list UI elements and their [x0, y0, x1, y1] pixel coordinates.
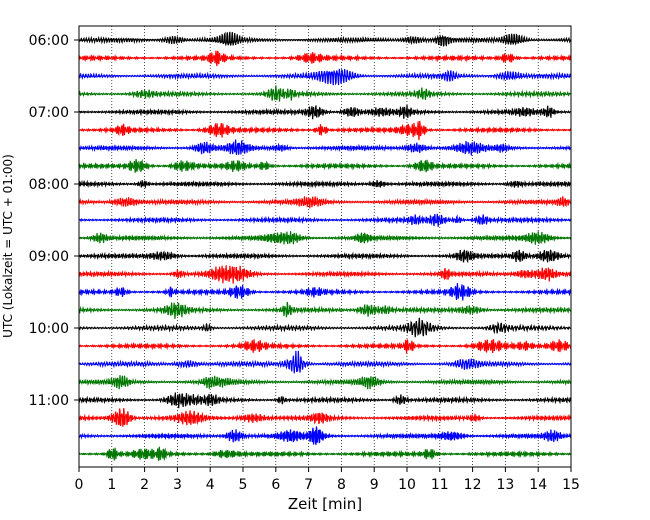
seismic-trace	[78, 350, 572, 374]
seismic-trace	[78, 231, 572, 245]
plot-background	[79, 26, 571, 467]
x-tick-label: 9	[370, 477, 379, 493]
x-tick-label: 12	[464, 477, 482, 493]
seismic-trace	[78, 317, 572, 338]
seismic-trace	[78, 426, 572, 446]
y-axis-label: UTC (Lokalzeit = UTC + 01:00)	[1, 154, 15, 338]
seismic-trace	[78, 120, 572, 141]
seismic-trace	[78, 213, 572, 227]
x-axis-label: Zeit [min]	[288, 495, 362, 513]
seismic-trace	[78, 283, 572, 301]
x-tick-label: 13	[496, 477, 514, 493]
seismic-trace	[78, 85, 572, 102]
x-tick-label: 2	[140, 477, 149, 493]
x-tick-label: 1	[107, 477, 116, 493]
seismic-trace	[78, 179, 572, 189]
plot-frame	[78, 25, 572, 468]
y-tick-label: 09:00	[29, 249, 69, 265]
y-tick-label: 11:00	[29, 393, 69, 409]
x-tick-label: 11	[431, 477, 449, 493]
seismic-trace	[78, 301, 572, 319]
seismic-trace	[78, 265, 572, 284]
seismic-trace	[78, 50, 572, 67]
x-tick-label: 15	[562, 477, 580, 493]
seismic-trace	[78, 139, 572, 156]
seismic-trace	[78, 105, 572, 120]
y-tick-label: 08:00	[29, 177, 69, 193]
x-tick-label: 3	[173, 477, 182, 493]
seismic-trace	[78, 446, 572, 462]
seismic-trace	[78, 159, 572, 173]
seismic-trace	[78, 249, 572, 264]
x-axis: 0 1 2 3 4 5 6 7 8 9 10 11 12 13 14 15	[75, 467, 580, 493]
y-tick-label: 07:00	[29, 105, 69, 121]
x-tick-label: 14	[529, 477, 547, 493]
x-tick-label: 4	[206, 477, 215, 493]
y-tick-label: 10:00	[29, 321, 69, 337]
seismic-trace	[78, 196, 572, 209]
x-tick-label: 8	[337, 477, 346, 493]
seismic-trace	[78, 375, 572, 390]
seismic-trace	[78, 31, 572, 47]
traces	[78, 31, 572, 462]
y-tick-label: 06:00	[29, 33, 69, 49]
x-tick-label: 10	[398, 477, 416, 493]
seismic-trace	[78, 392, 572, 409]
x-tick-label: 7	[304, 477, 313, 493]
x-tick-label: 6	[271, 477, 280, 493]
seismic-trace	[78, 408, 572, 427]
y-axis: 06:00 07:00 08:00 09:00 10:00 11:00	[29, 33, 79, 409]
x-tick-label: 0	[75, 477, 84, 493]
seismic-trace	[78, 339, 572, 354]
x-tick-label: 5	[239, 477, 248, 493]
seismic-trace	[78, 68, 572, 86]
